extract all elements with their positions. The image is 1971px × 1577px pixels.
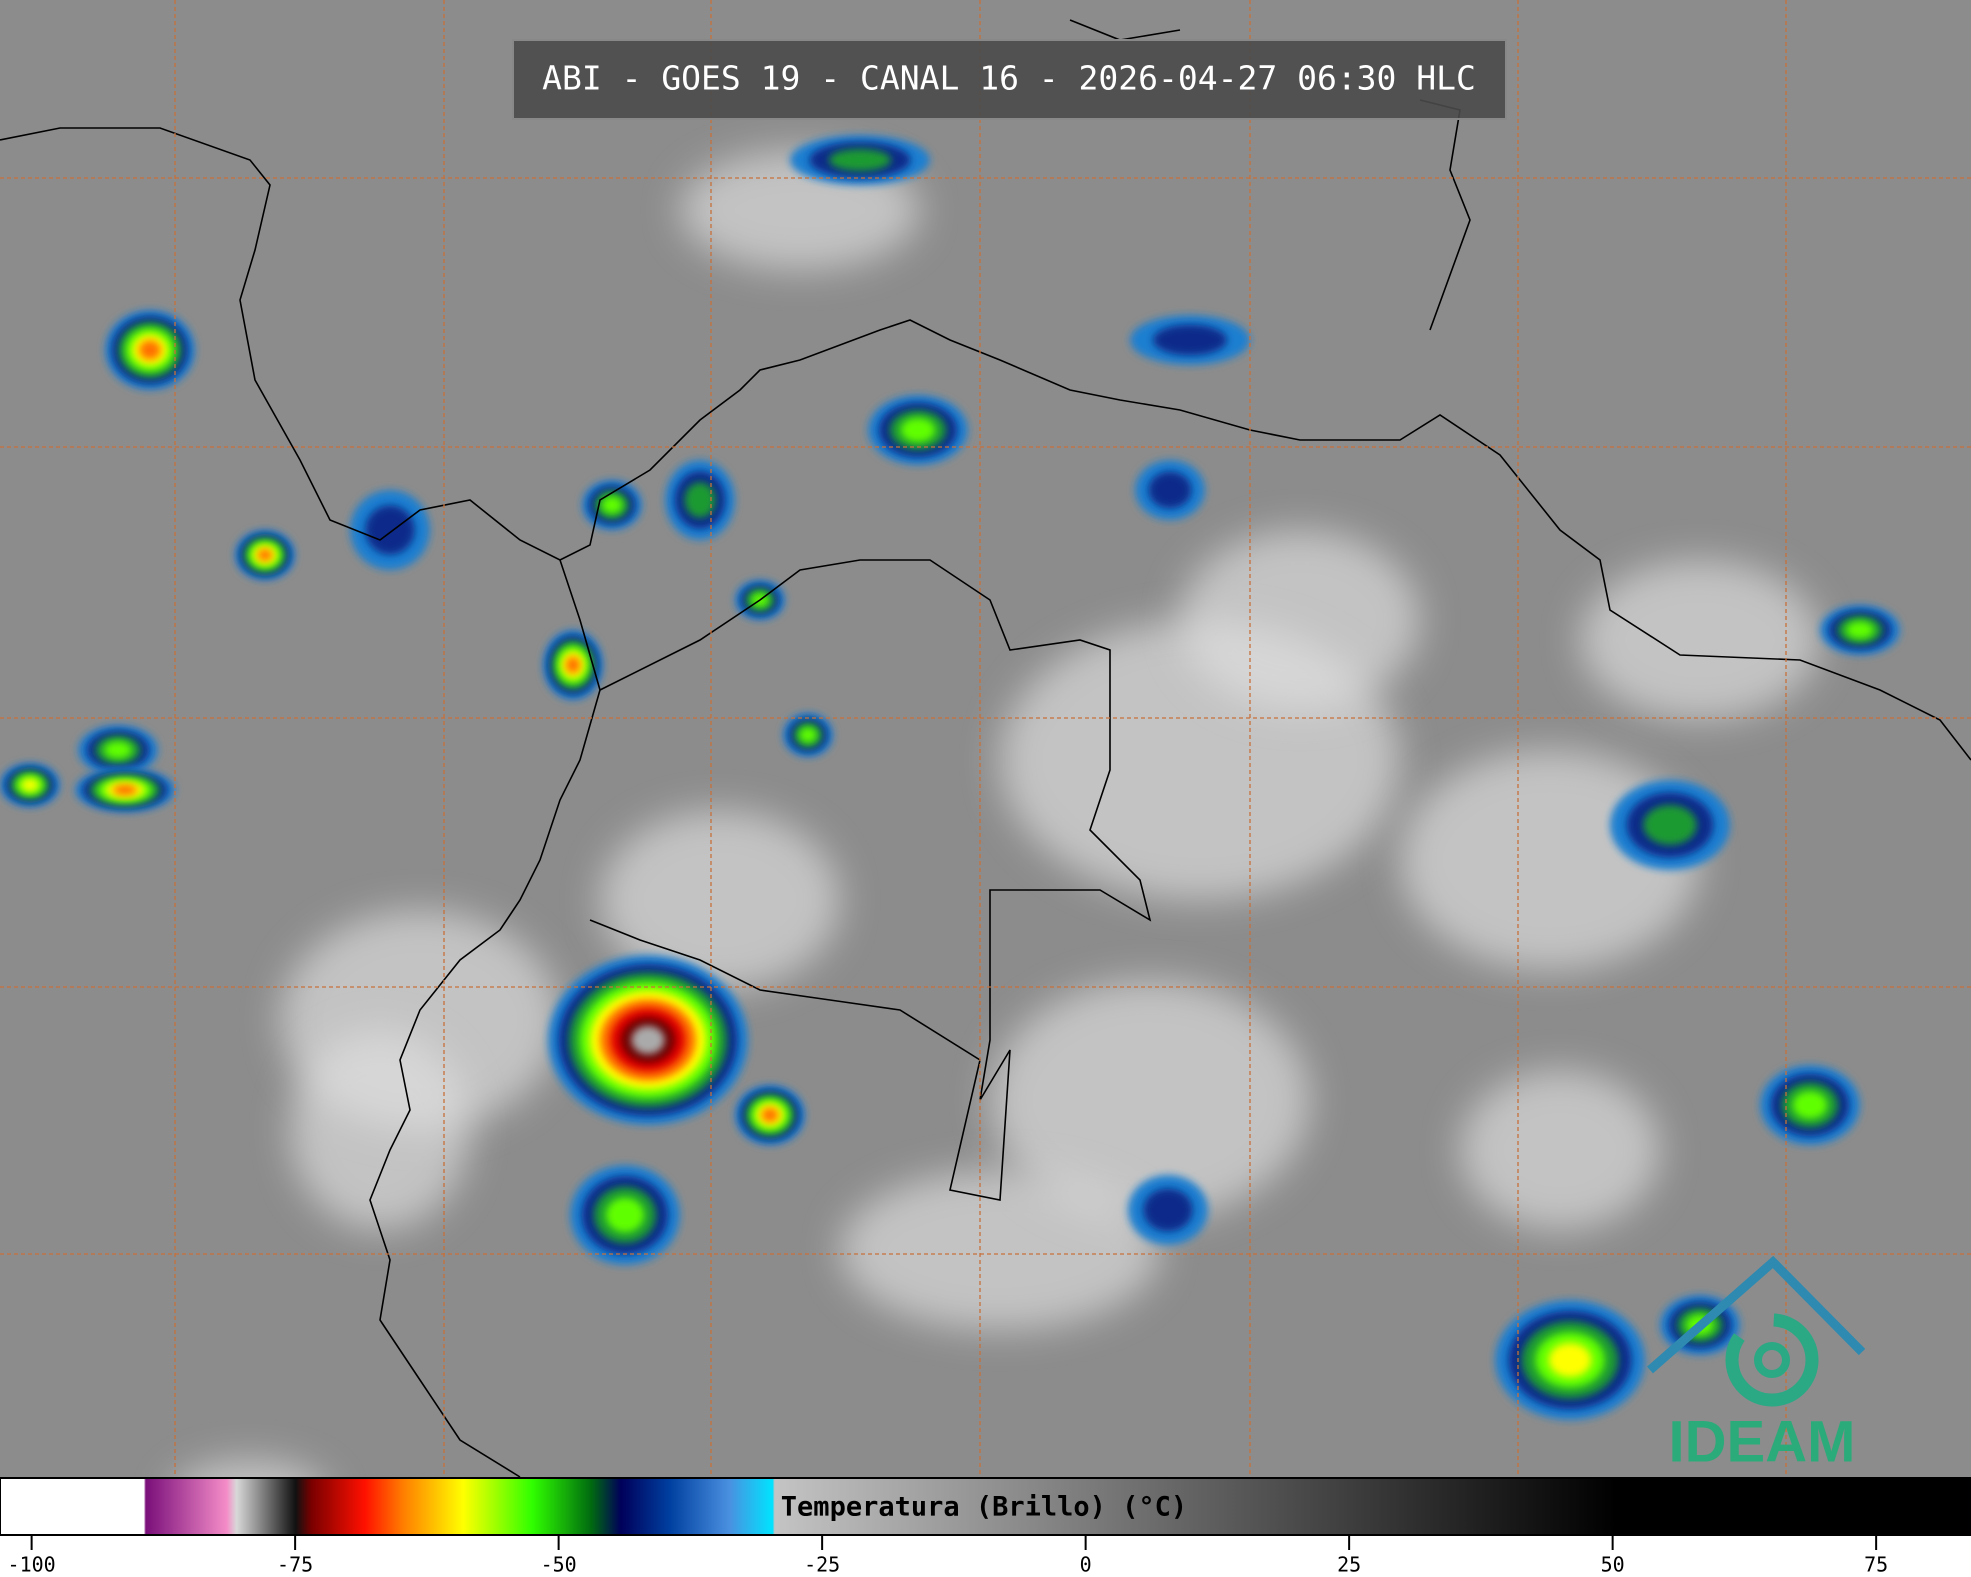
colorbar-tick-label: -50 bbox=[541, 1553, 577, 1577]
storm-cell bbox=[1148, 471, 1192, 509]
storm-cell bbox=[631, 1025, 665, 1055]
cloud-haze bbox=[1180, 530, 1420, 710]
cloud-haze bbox=[1580, 560, 1820, 720]
logo-roof bbox=[1647, 1255, 1866, 1374]
storm-cell bbox=[1143, 1188, 1193, 1232]
colorbar bbox=[0, 1477, 1971, 1536]
logo-swirl bbox=[1725, 1313, 1819, 1407]
cloud-haze bbox=[840, 1170, 1160, 1330]
storm-cell bbox=[1792, 1091, 1828, 1119]
storm-cell bbox=[900, 417, 936, 443]
title: ABI - GOES 19 - CANAL 16 - 2026-04-27 06… bbox=[542, 59, 1476, 98]
colorbar-tick-label: -25 bbox=[804, 1553, 840, 1577]
storm-cell bbox=[112, 784, 138, 796]
cloud-haze bbox=[990, 980, 1310, 1220]
colorbar-tick-label: -100 bbox=[8, 1553, 56, 1577]
colorbar-tick-label: 25 bbox=[1337, 1553, 1361, 1577]
storm-cell bbox=[139, 340, 161, 360]
lat-lon-grid bbox=[0, 0, 1971, 1477]
colorbar-tick-label: 0 bbox=[1080, 1553, 1092, 1577]
storm-cell bbox=[257, 548, 273, 562]
logo-text: IDEAM bbox=[1669, 1409, 1856, 1474]
storm-cell bbox=[1643, 805, 1697, 845]
colorbar-tick-label: 50 bbox=[1601, 1553, 1625, 1577]
storm-cell bbox=[365, 505, 415, 555]
storm-cell bbox=[799, 727, 817, 743]
storm-cell bbox=[1153, 324, 1227, 356]
cloud-haze bbox=[290, 1030, 470, 1230]
title-box bbox=[512, 39, 1507, 120]
storm-cell bbox=[605, 1197, 645, 1233]
storm-cell bbox=[761, 1107, 779, 1123]
storm-cell bbox=[1846, 621, 1874, 639]
cloud-haze bbox=[1460, 1070, 1660, 1230]
clouds bbox=[0, 135, 1900, 1540]
colorbar-label: Temperatura (Brillo) (°C) bbox=[781, 1492, 1187, 1523]
storm-cell bbox=[601, 496, 623, 514]
colorbar-tick-label: -75 bbox=[277, 1553, 313, 1577]
storm-cell bbox=[828, 148, 892, 172]
storm-cell bbox=[104, 741, 132, 759]
logo-eye bbox=[1754, 1342, 1790, 1378]
storm-cell bbox=[21, 778, 39, 792]
cloud-haze bbox=[600, 810, 840, 990]
logo: IDEAM bbox=[1647, 1255, 1866, 1474]
storm-cell bbox=[1548, 1342, 1592, 1378]
storm-cell bbox=[565, 656, 581, 674]
colorbar-tick-label: 75 bbox=[1864, 1553, 1888, 1577]
storm-cell bbox=[684, 482, 716, 518]
